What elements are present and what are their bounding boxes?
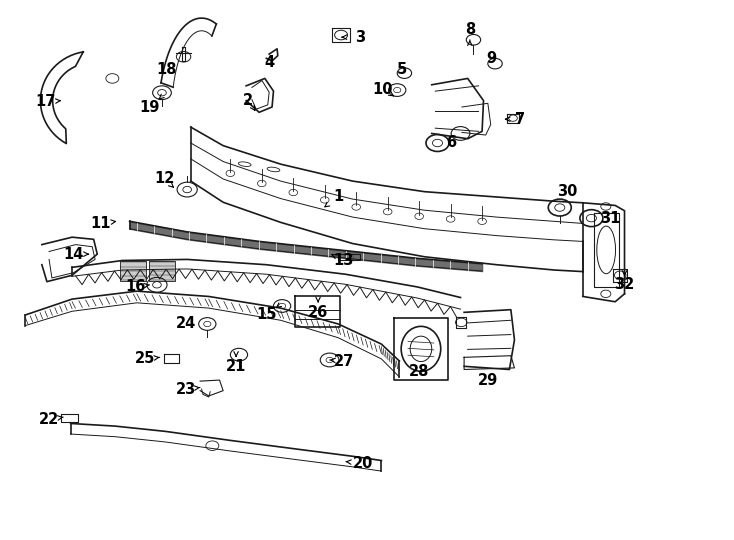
Text: 30: 30 [557,184,577,199]
Text: 18: 18 [157,63,178,77]
Text: 24: 24 [175,316,196,332]
Text: 6: 6 [446,136,457,151]
Text: 25: 25 [135,352,156,367]
Text: 28: 28 [409,364,429,379]
Text: 9: 9 [487,51,496,66]
Text: 20: 20 [353,456,374,471]
Text: 23: 23 [175,382,196,396]
Text: 1: 1 [333,190,344,205]
Text: 16: 16 [126,279,145,294]
Text: 26: 26 [308,305,328,320]
Text: 29: 29 [478,373,498,388]
Text: 32: 32 [614,278,635,292]
Bar [120,261,146,281]
Text: 13: 13 [334,253,355,268]
Text: 4: 4 [265,55,275,70]
Text: 19: 19 [139,99,160,114]
Text: 7: 7 [515,112,526,127]
Bar [149,261,175,281]
Text: 22: 22 [39,411,59,427]
Text: 3: 3 [355,30,365,45]
Text: 12: 12 [154,172,175,186]
Text: 15: 15 [256,307,277,322]
Text: 17: 17 [35,94,56,109]
Text: 2: 2 [243,93,253,108]
Text: 31: 31 [600,211,620,226]
Text: 5: 5 [396,63,407,77]
Text: 14: 14 [63,247,84,261]
Text: 10: 10 [373,82,393,97]
Text: 11: 11 [90,216,111,231]
Text: 27: 27 [334,354,354,368]
Text: 8: 8 [465,22,475,37]
Text: 21: 21 [226,359,247,374]
